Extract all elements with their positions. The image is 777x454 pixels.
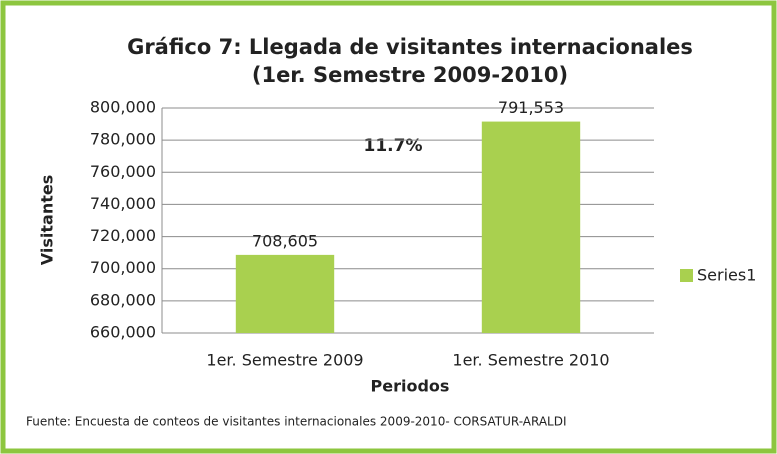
y-tick-label: 680,000	[90, 290, 156, 309]
y-tick-label: 720,000	[90, 226, 156, 245]
y-tick-label: 760,000	[90, 162, 156, 181]
y-axis-label: Visitantes	[38, 175, 57, 265]
chart-title: Gráfico 7: Llegada de visitantes interna…	[127, 35, 693, 59]
annotation: 11.7%	[364, 136, 423, 156]
x-tick-label: 1er. Semestre 2010	[452, 351, 609, 370]
source-note: Fuente: Encuesta de conteos de visitante…	[26, 415, 567, 429]
chart-title: (1er. Semestre 2009-2010)	[252, 63, 568, 87]
legend-label: Series1	[697, 266, 756, 285]
y-tick-label: 660,000	[90, 323, 156, 342]
y-tick-label: 800,000	[90, 98, 156, 117]
bar	[235, 254, 335, 333]
data-label: 791,553	[498, 98, 564, 117]
y-tick-label: 780,000	[90, 130, 156, 149]
bar	[481, 121, 581, 334]
x-tick-label: 1er. Semestre 2009	[206, 351, 363, 370]
data-label: 708,605	[252, 231, 318, 250]
legend-swatch	[680, 269, 693, 282]
y-tick-label: 740,000	[90, 194, 156, 213]
y-tick-label: 700,000	[90, 258, 156, 277]
x-axis-label: Periodos	[371, 377, 450, 396]
